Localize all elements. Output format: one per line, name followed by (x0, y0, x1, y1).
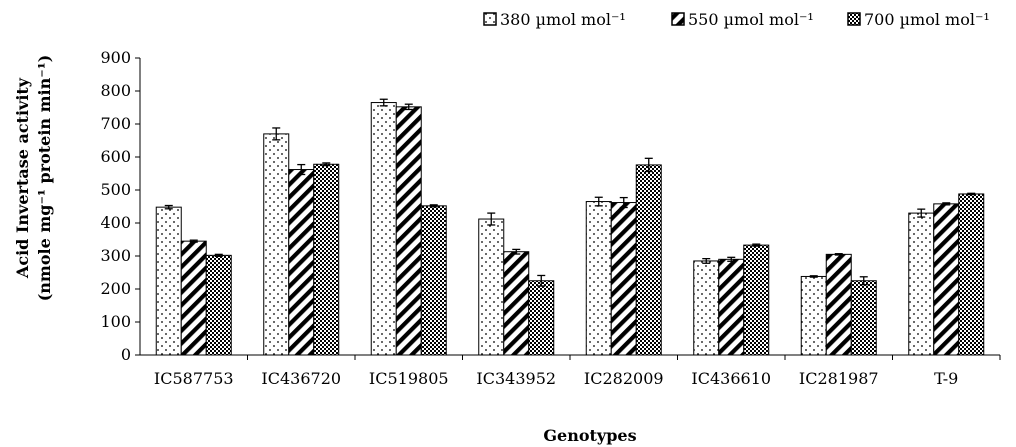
x-category-label: IC519805 (369, 369, 449, 388)
bar (693, 260, 720, 356)
bar (478, 218, 505, 356)
legend-swatch (483, 12, 497, 26)
legend-swatch (671, 12, 685, 26)
error-bar (404, 103, 413, 111)
error-bar (809, 275, 818, 278)
x-category-label: IC281987 (799, 369, 879, 388)
bar (155, 206, 182, 356)
bar (503, 251, 530, 356)
error-bar (594, 196, 603, 207)
x-category-label: IC436720 (261, 369, 341, 388)
y-axis-title-line1: Acid Invertase activity (13, 77, 32, 279)
x-axis-title: Genotypes (543, 426, 636, 445)
x-category-label: IC587753 (154, 369, 234, 388)
error-bar (834, 253, 843, 256)
bar (610, 202, 637, 356)
legend-item: 550 µmol mol⁻¹ (671, 10, 814, 29)
y-tick-label: 400 (100, 213, 131, 232)
y-tick-label: 700 (100, 114, 131, 133)
error-bar (322, 162, 331, 167)
error-bar (429, 204, 438, 208)
legend-item: 380 µmol mol⁻¹ (483, 10, 626, 29)
bar (850, 280, 877, 356)
y-axis-ticks: 0 100 200 300 400 500 600 700 800 900 (100, 48, 140, 364)
bar (635, 164, 662, 356)
error-bar (379, 98, 388, 107)
error-bar (917, 208, 926, 218)
bar (825, 253, 852, 356)
x-category-label: IC282009 (584, 369, 664, 388)
y-tick-label: 100 (100, 312, 131, 331)
error-bar (189, 239, 198, 243)
error-bar (967, 192, 976, 196)
error-bar (164, 204, 173, 210)
error-bar (942, 202, 951, 206)
error-bar (752, 243, 761, 247)
error-bar (702, 257, 711, 264)
x-category-label: IC343952 (476, 369, 556, 388)
x-axis-categories: IC587753 IC436720 IC519805 IC343952 IC282009… (154, 355, 1001, 388)
error-bar (859, 276, 868, 286)
bar (370, 102, 397, 356)
y-tick-label: 600 (100, 147, 131, 166)
bar (205, 254, 232, 356)
error-bar (272, 127, 281, 141)
bar (395, 106, 422, 356)
bar (313, 163, 340, 356)
error-bar (512, 248, 521, 255)
bars (155, 98, 985, 356)
bar (263, 133, 290, 356)
bar (528, 280, 555, 356)
x-category-label: IC436610 (691, 369, 771, 388)
y-tick-label: 500 (100, 180, 131, 199)
legend-item: 700 µmol mol⁻¹ (847, 10, 990, 29)
legend-swatch (847, 12, 861, 26)
error-bar (727, 256, 736, 262)
error-bar (297, 163, 306, 176)
bar (908, 212, 935, 356)
error-bar (644, 157, 653, 173)
error-bar (537, 274, 546, 287)
y-tick-label: 900 (100, 48, 131, 67)
legend-label: 380 µmol mol⁻¹ (500, 10, 626, 29)
y-tick-label: 300 (100, 246, 131, 265)
legend-label: 700 µmol mol⁻¹ (864, 10, 990, 29)
error-bar (619, 196, 628, 209)
bar (800, 275, 827, 356)
bar (958, 193, 985, 356)
bar (585, 201, 612, 356)
bar (933, 203, 960, 356)
error-bar (487, 212, 496, 226)
y-axis-title-line2: (nmole mg⁻¹ protein min⁻¹) (35, 55, 54, 302)
bar (718, 258, 745, 356)
y-tick-label: 200 (100, 279, 131, 298)
bar (288, 169, 315, 356)
y-tick-label: 800 (100, 81, 131, 100)
legend: 380 µmol mol⁻¹ 550 µmol mol⁻¹ 700 µmol mol… (483, 10, 990, 29)
bar (180, 240, 207, 356)
bar (420, 205, 447, 356)
bar (743, 244, 770, 356)
legend-label: 550 µmol mol⁻¹ (688, 10, 814, 29)
x-category-label: T-9 (934, 369, 958, 388)
y-tick-label: 0 (121, 345, 131, 364)
error-bar (214, 253, 223, 257)
